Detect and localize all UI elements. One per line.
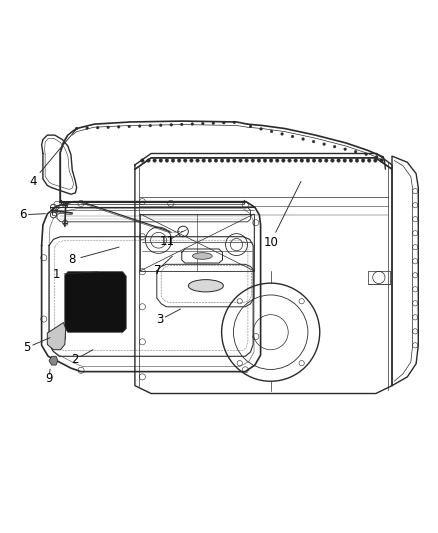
Text: 9: 9 [45, 372, 53, 385]
Text: 6: 6 [19, 208, 27, 221]
Circle shape [184, 159, 187, 162]
Circle shape [201, 122, 204, 125]
Circle shape [141, 159, 144, 162]
Circle shape [337, 159, 340, 162]
Circle shape [223, 122, 225, 124]
Circle shape [251, 159, 254, 162]
Circle shape [159, 124, 162, 126]
Circle shape [333, 146, 336, 148]
Circle shape [177, 159, 181, 162]
Circle shape [96, 126, 99, 129]
Circle shape [107, 126, 110, 128]
Text: 7: 7 [154, 263, 162, 277]
Circle shape [257, 159, 261, 162]
Circle shape [306, 159, 310, 162]
Circle shape [354, 150, 357, 153]
Circle shape [380, 159, 383, 162]
Circle shape [325, 159, 328, 162]
Circle shape [374, 159, 377, 162]
Text: 4: 4 [29, 175, 37, 188]
Circle shape [153, 159, 156, 162]
Text: 11: 11 [160, 235, 175, 248]
Circle shape [270, 130, 273, 133]
Circle shape [191, 123, 194, 125]
Circle shape [117, 126, 120, 128]
Circle shape [214, 159, 218, 162]
Circle shape [375, 156, 378, 158]
Polygon shape [65, 272, 126, 332]
Circle shape [220, 159, 224, 162]
Circle shape [302, 138, 304, 140]
Circle shape [276, 159, 279, 162]
Circle shape [180, 123, 183, 126]
Circle shape [288, 159, 291, 162]
Circle shape [260, 127, 262, 130]
Text: 1: 1 [52, 268, 60, 281]
Circle shape [312, 159, 316, 162]
Circle shape [190, 159, 193, 162]
Circle shape [212, 122, 215, 125]
Circle shape [282, 159, 285, 162]
Circle shape [245, 159, 248, 162]
Circle shape [171, 159, 175, 162]
Circle shape [361, 159, 365, 162]
Ellipse shape [193, 253, 212, 259]
Circle shape [269, 159, 273, 162]
Circle shape [159, 159, 162, 162]
Circle shape [239, 159, 242, 162]
Circle shape [233, 159, 236, 162]
Circle shape [233, 121, 236, 124]
Circle shape [263, 159, 267, 162]
Polygon shape [49, 356, 58, 365]
Text: 5: 5 [24, 341, 31, 354]
Polygon shape [47, 322, 66, 350]
Circle shape [323, 143, 325, 146]
Circle shape [343, 159, 346, 162]
Text: 2: 2 [71, 353, 79, 366]
Circle shape [128, 125, 131, 128]
Circle shape [208, 159, 212, 162]
Circle shape [291, 135, 294, 138]
Circle shape [312, 140, 315, 143]
Circle shape [344, 148, 346, 150]
Text: 3: 3 [156, 313, 163, 326]
Circle shape [147, 159, 150, 162]
Circle shape [349, 159, 353, 162]
Circle shape [355, 159, 359, 162]
Text: 8: 8 [69, 253, 76, 266]
Circle shape [331, 159, 334, 162]
Circle shape [318, 159, 322, 162]
Circle shape [170, 124, 173, 126]
Text: 10: 10 [263, 236, 278, 249]
Circle shape [300, 159, 304, 162]
Circle shape [138, 125, 141, 127]
Circle shape [365, 153, 367, 156]
Circle shape [165, 159, 169, 162]
Circle shape [226, 159, 230, 162]
Circle shape [202, 159, 205, 162]
Circle shape [149, 124, 152, 127]
Circle shape [367, 159, 371, 162]
Circle shape [86, 127, 88, 130]
Circle shape [196, 159, 199, 162]
Ellipse shape [188, 280, 223, 292]
Circle shape [249, 125, 252, 128]
Circle shape [294, 159, 297, 162]
Circle shape [281, 133, 283, 135]
Circle shape [75, 127, 78, 130]
